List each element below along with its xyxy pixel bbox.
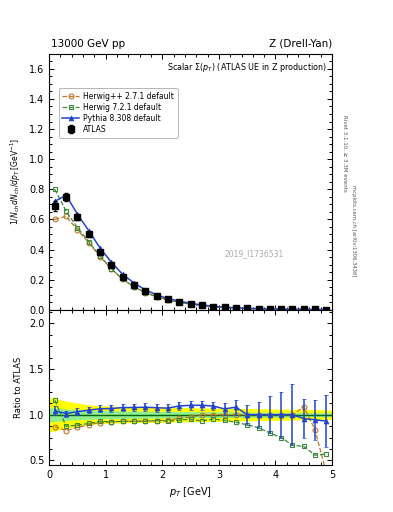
Y-axis label: Ratio to ATLAS: Ratio to ATLAS [14,357,23,418]
Herwig 7.2.1 default [86,239,91,245]
Herwig++ 2.7.1 default [98,253,103,260]
Herwig 7.2.1 default [109,266,114,272]
Herwig 7.2.1 default [143,290,148,296]
Pythia 8.308 default [75,211,80,217]
Pythia 8.308 default [132,280,136,286]
Pythia 8.308 default [120,271,125,278]
Herwig++ 2.7.1 default [52,217,57,223]
Y-axis label: $1/N_\mathrm{ch}\,dN_\mathrm{ch}/dp_T\;[\mathrm{GeV}^{-1}]$: $1/N_\mathrm{ch}\,dN_\mathrm{ch}/dp_T\;[… [9,138,23,225]
Herwig++ 2.7.1 default [200,302,204,308]
Herwig 7.2.1 default [98,253,103,259]
Text: Rivet 3.1.10, ≥ 3.3M events: Rivet 3.1.10, ≥ 3.3M events [343,115,348,192]
Pythia 8.308 default [52,198,57,204]
Herwig 7.2.1 default [200,303,204,309]
Legend: Herwig++ 2.7.1 default, Herwig 7.2.1 default, Pythia 8.308 default, ATLAS: Herwig++ 2.7.1 default, Herwig 7.2.1 def… [59,88,178,138]
Herwig++ 2.7.1 default [256,306,261,312]
Pythia 8.308 default [109,259,114,265]
Herwig++ 2.7.1 default [313,307,318,313]
Herwig 7.2.1 default [279,306,283,312]
Herwig 7.2.1 default [290,306,295,312]
Pythia 8.308 default [290,306,295,312]
Pythia 8.308 default [301,306,306,312]
Herwig++ 2.7.1 default [268,306,272,312]
X-axis label: $p_T$ [GeV]: $p_T$ [GeV] [169,485,212,499]
Herwig 7.2.1 default [188,301,193,307]
Herwig 7.2.1 default [52,186,57,193]
Herwig 7.2.1 default [233,305,238,311]
Pythia 8.308 default [165,295,170,302]
Herwig 7.2.1 default [245,306,250,312]
Herwig 7.2.1 default [324,307,329,313]
Pythia 8.308 default [233,305,238,311]
Herwig++ 2.7.1 default [132,284,136,290]
Herwig 7.2.1 default [256,306,261,312]
Herwig++ 2.7.1 default [211,304,216,310]
Pythia 8.308 default [64,192,68,198]
Text: 13000 GeV pp: 13000 GeV pp [51,38,125,49]
Herwig++ 2.7.1 default [188,301,193,307]
Herwig 7.2.1 default [268,306,272,312]
Pythia 8.308 default [268,306,272,312]
Pythia 8.308 default [98,245,103,251]
Herwig++ 2.7.1 default [143,289,148,295]
Herwig 7.2.1 default [211,304,216,310]
Herwig 7.2.1 default [177,300,182,306]
Herwig++ 2.7.1 default [109,266,114,272]
Herwig 7.2.1 default [222,305,227,311]
Herwig++ 2.7.1 default [301,306,306,312]
Herwig++ 2.7.1 default [120,276,125,283]
Line: Pythia 8.308 default: Pythia 8.308 default [52,193,329,312]
Text: Z (Drell-Yan): Z (Drell-Yan) [269,38,332,49]
Herwig++ 2.7.1 default [290,306,295,312]
Line: Herwig 7.2.1 default: Herwig 7.2.1 default [52,187,329,312]
Pythia 8.308 default [324,307,329,313]
Herwig++ 2.7.1 default [324,307,329,313]
Pythia 8.308 default [222,304,227,310]
Pythia 8.308 default [86,228,91,234]
Pythia 8.308 default [279,306,283,312]
Herwig 7.2.1 default [64,208,68,214]
Herwig 7.2.1 default [301,307,306,313]
Line: Herwig++ 2.7.1 default: Herwig++ 2.7.1 default [52,214,329,312]
Herwig++ 2.7.1 default [233,305,238,311]
Pythia 8.308 default [245,305,250,311]
Pythia 8.308 default [188,300,193,306]
Pythia 8.308 default [211,303,216,309]
Herwig++ 2.7.1 default [64,214,68,220]
Text: mcplots.cern.ch [arXiv:1306.3436]: mcplots.cern.ch [arXiv:1306.3436] [351,185,356,276]
Pythia 8.308 default [200,302,204,308]
Pythia 8.308 default [313,306,318,312]
Pythia 8.308 default [143,287,148,293]
Herwig++ 2.7.1 default [245,305,250,311]
Herwig 7.2.1 default [132,284,136,290]
Pythia 8.308 default [177,298,182,304]
Herwig 7.2.1 default [154,294,159,300]
Herwig++ 2.7.1 default [75,227,80,233]
Text: 2019_I1736531: 2019_I1736531 [224,249,284,258]
Herwig++ 2.7.1 default [222,304,227,310]
Pythia 8.308 default [154,292,159,298]
Herwig++ 2.7.1 default [177,299,182,305]
Herwig 7.2.1 default [165,297,170,303]
Herwig 7.2.1 default [75,225,80,231]
Herwig++ 2.7.1 default [279,306,283,312]
Herwig++ 2.7.1 default [165,297,170,303]
Herwig 7.2.1 default [313,307,318,313]
Pythia 8.308 default [256,306,261,312]
Herwig++ 2.7.1 default [86,240,91,246]
Herwig++ 2.7.1 default [154,294,159,300]
Herwig 7.2.1 default [120,276,125,283]
Text: Scalar $\Sigma(p_T)$ (ATLAS UE in Z production): Scalar $\Sigma(p_T)$ (ATLAS UE in Z prod… [167,61,327,74]
